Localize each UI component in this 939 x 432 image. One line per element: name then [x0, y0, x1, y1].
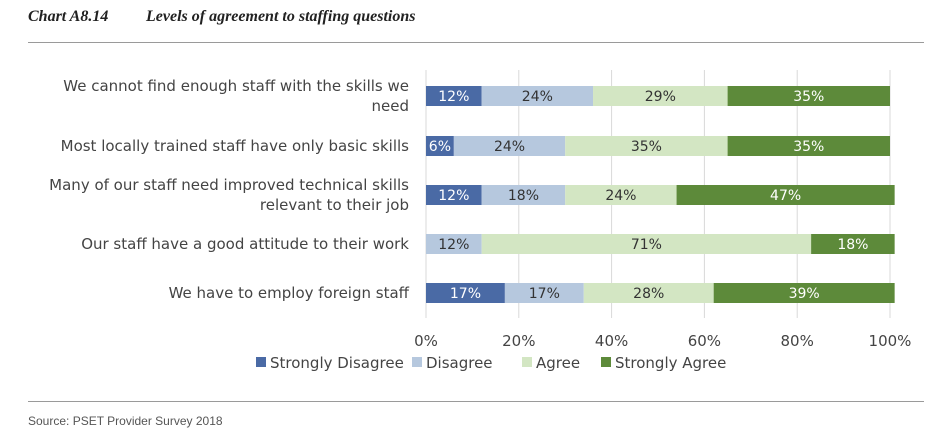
x-tick-label: 20%	[502, 332, 535, 350]
chart-title: Levels of agreement to staffing question…	[146, 8, 416, 25]
data-label: 12%	[438, 237, 469, 253]
bar-segment	[481, 86, 594, 106]
data-label: 71%	[631, 237, 662, 253]
data-label: 17%	[529, 286, 560, 302]
bar-segment	[426, 136, 454, 156]
source-note: Source: PSET Provider Survey 2018	[28, 414, 223, 428]
legend-item: Disagree	[412, 354, 493, 372]
bar-segment	[481, 234, 812, 254]
bar-segment	[426, 86, 482, 106]
chart-number: Chart A8.14	[28, 8, 109, 25]
data-label: 39%	[789, 286, 820, 302]
data-label: 28%	[633, 286, 664, 302]
data-label: 24%	[605, 188, 636, 204]
legend-label: Strongly Agree	[615, 354, 726, 372]
x-tick-label: 40%	[595, 332, 628, 350]
stacked-bar-chart: 12% 24% 29% 35% 6% 24% 35% 35% 12% 18% 24% 47% 12% 71…	[49, 70, 911, 372]
legend-label: Disagree	[426, 354, 493, 372]
bar-segment	[481, 185, 566, 205]
bar-segment	[811, 234, 895, 254]
legend-item: Strongly Disagree	[256, 354, 404, 372]
legend-label: Agree	[536, 354, 580, 372]
x-tick-label: 80%	[781, 332, 814, 350]
data-label: 18%	[508, 188, 539, 204]
legend: Strongly Disagree Disagree Agree Strongly A…	[256, 354, 726, 372]
data-label: 18%	[837, 237, 868, 253]
chart-header: Chart A8.14 Levels of agreement to staff…	[28, 8, 928, 32]
legend-label: Strongly Disagree	[270, 354, 404, 372]
data-label: 29%	[645, 89, 676, 105]
category-label: Many of our staff need improved technica…	[49, 176, 409, 194]
data-label: 35%	[793, 139, 824, 155]
data-label: 35%	[631, 139, 662, 155]
bar-segment	[593, 86, 728, 106]
bar-segment	[583, 283, 714, 303]
data-label: 47%	[770, 188, 801, 204]
data-label: 24%	[494, 139, 525, 155]
bar-segment	[565, 185, 677, 205]
bar-segment	[426, 234, 482, 254]
bar-segment	[727, 136, 890, 156]
bottom-divider	[28, 401, 924, 402]
legend-item: Strongly Agree	[601, 354, 726, 372]
legend-item: Agree	[522, 354, 580, 372]
category-label: We cannot find enough staff with the ski…	[63, 77, 409, 95]
bar-segment	[453, 136, 566, 156]
bar-segment	[713, 283, 895, 303]
data-label: 6%	[429, 139, 451, 155]
bar-segment	[727, 86, 890, 106]
category-label: Our staff have a good attitude to their …	[81, 235, 409, 253]
legend-swatch	[412, 357, 422, 367]
bar-segment	[676, 185, 895, 205]
category-label: need	[372, 97, 410, 115]
category-label: relevant to their job	[260, 196, 409, 214]
data-label: 12%	[438, 89, 469, 105]
bar-segment	[426, 185, 482, 205]
x-tick-label: 100%	[869, 332, 912, 350]
bar-segment	[565, 136, 728, 156]
category-label: We have to employ foreign staff	[169, 284, 410, 302]
x-axis-ticks: 0% 20% 40% 60% 80% 100%	[414, 332, 911, 350]
category-label: Most locally trained staff have only bas…	[61, 137, 410, 155]
x-tick-label: 60%	[688, 332, 721, 350]
category-labels: We cannot find enough staff with the ski…	[49, 77, 409, 302]
legend-swatch	[601, 357, 611, 367]
data-label: 17%	[450, 286, 481, 302]
bars: 12% 24% 29% 35% 6% 24% 35% 35% 12% 18% 24% 47% 12% 71…	[426, 86, 895, 303]
data-label: 35%	[793, 89, 824, 105]
bar-segment	[504, 283, 584, 303]
legend-swatch	[522, 357, 532, 367]
x-tick-label: 0%	[414, 332, 438, 350]
bar-segment	[426, 283, 505, 303]
legend-swatch	[256, 357, 266, 367]
data-label: 24%	[522, 89, 553, 105]
top-divider	[28, 42, 924, 43]
data-label: 12%	[438, 188, 469, 204]
